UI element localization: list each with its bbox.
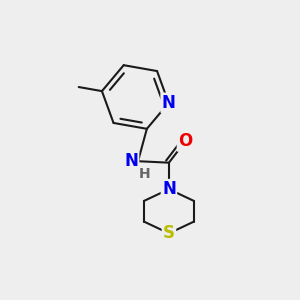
Text: O: O xyxy=(178,133,192,151)
Text: H: H xyxy=(139,167,150,181)
Text: N: N xyxy=(124,152,138,170)
Text: N: N xyxy=(162,94,176,112)
Text: N: N xyxy=(162,180,176,198)
Text: S: S xyxy=(163,224,175,242)
